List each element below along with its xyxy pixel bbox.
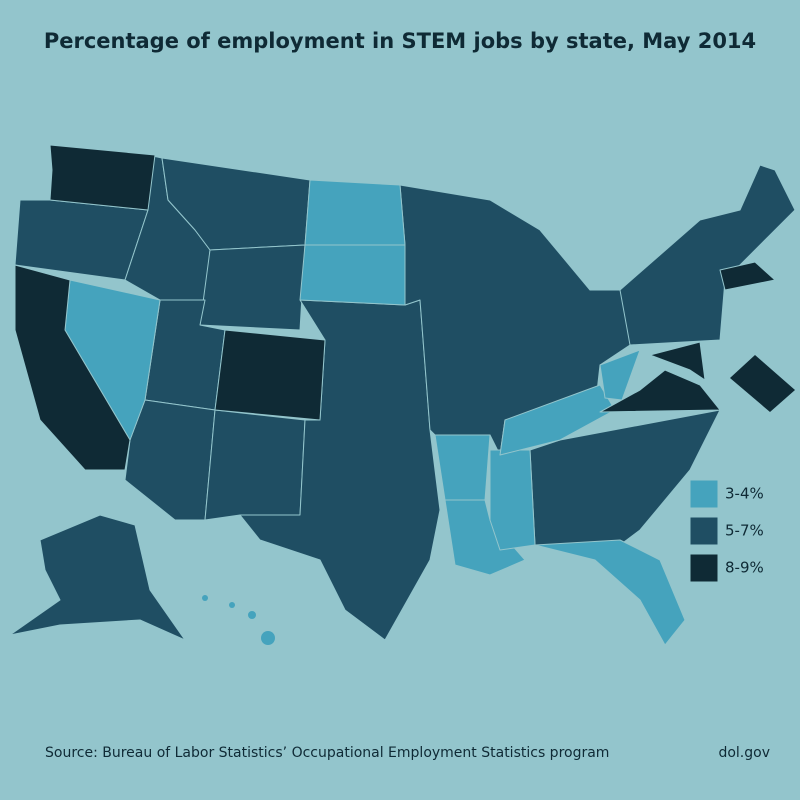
credit: dol.gov	[718, 745, 770, 761]
legend-label: 5-7%	[725, 522, 764, 540]
legend: 3-4% 5-7% 8-9%	[689, 479, 764, 583]
state	[9, 514, 186, 641]
state	[599, 369, 721, 413]
state	[214, 329, 326, 421]
state	[204, 409, 306, 521]
state	[14, 199, 149, 281]
state	[444, 499, 526, 576]
state	[261, 631, 275, 645]
state	[499, 384, 616, 456]
state	[229, 602, 235, 608]
legend-swatch	[689, 479, 719, 509]
state	[304, 179, 406, 246]
state	[299, 244, 406, 306]
state	[434, 434, 491, 501]
state	[534, 539, 686, 646]
legend-swatch	[689, 553, 719, 583]
state	[202, 595, 208, 601]
map	[9, 144, 796, 646]
state	[719, 261, 776, 291]
state	[730, 355, 795, 412]
title: Percentage of employment in STEM jobs by…	[44, 29, 756, 53]
state	[489, 449, 536, 551]
legend-label: 3-4%	[725, 485, 764, 503]
state	[199, 244, 306, 331]
legend-swatch	[689, 516, 719, 546]
state	[649, 341, 706, 381]
state	[619, 164, 796, 346]
source: Source: Bureau of Labor Statistics’ Occu…	[45, 745, 609, 761]
state	[49, 144, 156, 211]
legend-label: 8-9%	[725, 559, 764, 577]
state	[14, 264, 131, 471]
state	[248, 611, 256, 619]
